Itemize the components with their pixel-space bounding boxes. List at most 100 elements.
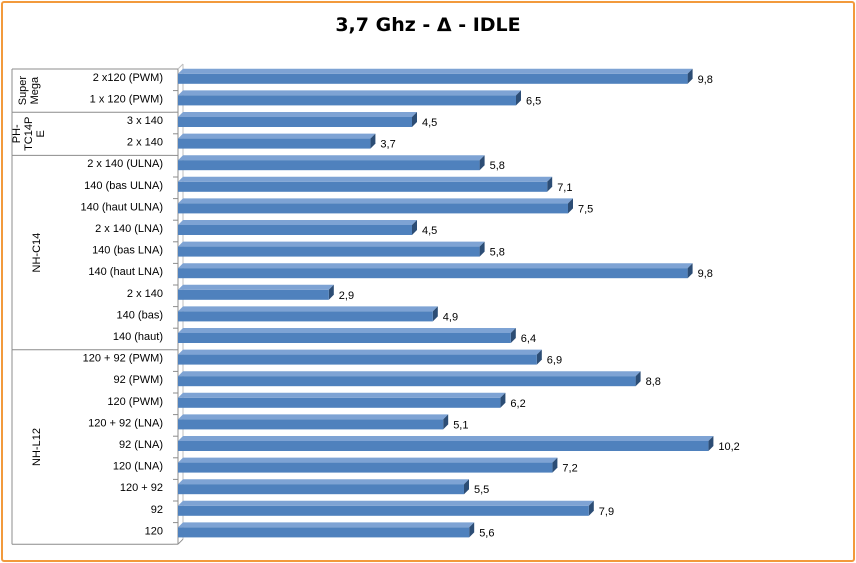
value-label: 6,5 [526, 95, 541, 107]
value-label: 5,8 [490, 247, 505, 259]
bar-side [547, 176, 553, 192]
group-label: PH-TC14PE [11, 117, 47, 151]
axis-floor-edge [177, 538, 184, 545]
bar-front [178, 160, 480, 171]
category-label: 120 [145, 525, 163, 537]
bar-side [588, 500, 594, 516]
value-label: 6,2 [510, 398, 525, 410]
bar [178, 328, 516, 343]
bar-top [178, 392, 506, 398]
bar [178, 522, 475, 538]
bar-side [687, 68, 693, 84]
value-label: 8,8 [646, 376, 661, 388]
bar-front [178, 527, 470, 538]
bar-side [412, 220, 417, 235]
bar [178, 306, 438, 322]
group-labels: SuperMega PH-TC14PE NH-C14 NH-L12 [11, 68, 173, 545]
value-label: 7,5 [578, 203, 593, 215]
value-label: 9,8 [698, 74, 713, 86]
bar [178, 241, 485, 257]
bar-front [178, 419, 444, 430]
category-label: 2 x 140 (ULNA) [87, 158, 163, 170]
bar-front [178, 441, 709, 451]
chart-title: 3,7 Ghz - Δ - IDLE [335, 14, 521, 36]
bar [178, 198, 573, 214]
category-label: 140 (haut LNA) [88, 266, 163, 278]
category-label: 92 (LNA) [119, 439, 163, 451]
bar-side [510, 328, 516, 343]
bar [178, 436, 714, 451]
bar-side [479, 155, 485, 171]
value-label: 5,5 [474, 484, 489, 496]
bar-top [178, 479, 469, 485]
bar [178, 133, 376, 149]
bar-top [178, 457, 558, 463]
category-labels: 2 x120 (PWM) 1 x 120 (PWM) 3 x 140 2 x 140 2… [80, 72, 163, 538]
bar-front [178, 95, 516, 106]
value-label: 10,2 [718, 441, 739, 453]
category-label: 140 (bas LNA) [92, 245, 163, 257]
value-label: 2,9 [339, 290, 354, 302]
bar [178, 263, 693, 279]
bar-side [552, 457, 558, 473]
bar-front [178, 203, 568, 214]
bar-top [178, 328, 516, 333]
bar [178, 479, 469, 495]
category-label: 92 [151, 504, 163, 516]
category-label: 2 x120 (PWM) [93, 72, 163, 84]
bar-side [469, 522, 475, 538]
value-label: 7,1 [557, 182, 572, 194]
bar-side [516, 90, 521, 106]
value-label: 4,5 [422, 225, 437, 237]
category-label: 120 + 92 (LNA) [88, 417, 163, 429]
bar-top [178, 371, 641, 377]
category-label: 92 (PWM) [114, 374, 164, 386]
bar-front [178, 117, 412, 127]
category-label: 140 (bas) [117, 309, 163, 321]
bar-front [178, 376, 636, 387]
bar-front [178, 268, 688, 279]
category-label: 120 (PWM) [107, 396, 163, 408]
bar-front [178, 225, 412, 235]
value-label: 5,6 [479, 527, 494, 539]
bar [178, 371, 641, 387]
bar-top [178, 90, 521, 96]
group-label: SuperMega [17, 76, 41, 106]
value-label: 4,5 [422, 117, 437, 129]
bar-side [412, 112, 417, 127]
bar [178, 68, 693, 84]
category-label: 2 x 140 [127, 137, 163, 149]
category-label: 2 x 140 (LNA) [95, 223, 163, 235]
category-label: 120 + 92 (PWM) [83, 353, 163, 365]
bar-top [178, 68, 693, 74]
bar-front [178, 333, 511, 343]
bar-front [178, 484, 464, 495]
value-label: 5,8 [490, 160, 505, 172]
bar-side [500, 392, 506, 408]
bar-top [178, 436, 714, 441]
bar-front [178, 289, 329, 300]
bar-front [178, 354, 537, 365]
bar-front [178, 505, 589, 516]
value-label: 3,7 [380, 139, 395, 151]
bar-side [635, 371, 641, 387]
value-labels: 9,8 6,5 4,5 3,7 5,8 7,1 7,5 4,5 5,8 9,8 2,9 4,9 6,4 6… [339, 74, 740, 540]
bar-front [178, 73, 688, 84]
bar-side [708, 436, 714, 451]
bar [178, 457, 558, 473]
bar-top [178, 306, 438, 312]
bar-front [178, 181, 548, 192]
bar-top [178, 220, 417, 225]
bar-side [536, 349, 542, 365]
category-label: 140 (bas ULNA) [84, 180, 163, 192]
bar-front [178, 397, 501, 408]
bar-top [178, 500, 594, 506]
bar-side [443, 414, 449, 430]
bar-front [178, 462, 553, 473]
value-label: 9,8 [698, 268, 713, 280]
bar-top [178, 263, 693, 269]
group-label: NH-C14 [31, 233, 43, 273]
bar [178, 112, 417, 127]
value-label: 6,4 [521, 333, 536, 345]
